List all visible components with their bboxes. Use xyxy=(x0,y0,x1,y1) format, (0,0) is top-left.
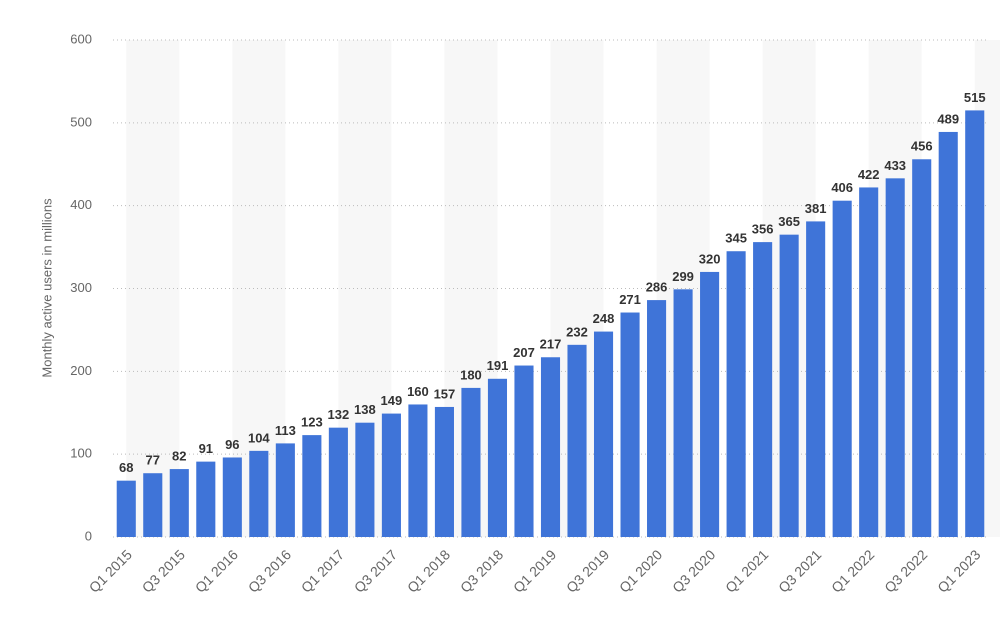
bar xyxy=(302,435,322,537)
bar xyxy=(514,365,534,537)
y-tick-label: 400 xyxy=(70,197,92,212)
x-tick-label: Q3 2020 xyxy=(669,546,718,595)
value-label: 286 xyxy=(646,280,668,295)
x-tick-label: Q1 2016 xyxy=(192,546,241,595)
bar xyxy=(355,422,375,537)
bar xyxy=(726,251,746,537)
bar xyxy=(381,413,401,537)
bar xyxy=(567,344,587,537)
value-label: 157 xyxy=(434,386,456,401)
y-tick-label: 100 xyxy=(70,446,92,461)
bar xyxy=(620,312,640,537)
y-tick-label: 200 xyxy=(70,363,92,378)
value-label: 132 xyxy=(328,407,350,422)
value-label: 456 xyxy=(911,139,933,154)
bar xyxy=(275,443,295,537)
bar xyxy=(647,300,667,537)
value-label: 345 xyxy=(725,231,747,246)
bar xyxy=(938,131,958,537)
bar xyxy=(885,178,905,537)
value-label: 248 xyxy=(593,311,615,326)
value-label: 356 xyxy=(752,222,774,237)
value-label: 489 xyxy=(937,111,959,126)
value-label: 180 xyxy=(460,367,482,382)
value-label: 217 xyxy=(540,337,562,352)
y-tick-label: 300 xyxy=(70,280,92,295)
value-label: 381 xyxy=(805,201,827,216)
x-tick-label: Q3 2016 xyxy=(245,546,294,595)
value-label: 149 xyxy=(381,393,403,408)
x-tick-label: Q1 2021 xyxy=(722,546,771,595)
bar xyxy=(143,473,163,537)
value-label: 515 xyxy=(964,90,986,105)
value-label: 96 xyxy=(225,437,239,452)
x-tick-label: Q3 2021 xyxy=(775,546,824,595)
value-label: 271 xyxy=(619,292,641,307)
background-stripe xyxy=(126,40,180,537)
bar xyxy=(673,289,693,537)
x-tick-label: Q3 2022 xyxy=(881,546,930,595)
x-tick-label: Q1 2015 xyxy=(86,546,135,595)
x-tick-label: Q1 2019 xyxy=(510,546,559,595)
bar xyxy=(540,357,561,537)
y-tick-label: 600 xyxy=(70,31,92,46)
bar xyxy=(700,271,720,537)
bar xyxy=(593,331,614,537)
bar xyxy=(859,187,879,537)
value-label: 91 xyxy=(199,441,213,456)
bar xyxy=(461,387,481,537)
bar xyxy=(222,457,242,537)
value-label: 191 xyxy=(487,358,509,373)
value-label: 299 xyxy=(672,269,694,284)
value-label: 320 xyxy=(699,251,721,266)
x-tick-label: Q3 2017 xyxy=(351,546,400,595)
bar xyxy=(434,406,454,537)
bar xyxy=(806,221,826,537)
y-tick-label: 500 xyxy=(70,114,92,129)
value-label: 82 xyxy=(172,449,186,464)
bar xyxy=(912,159,932,537)
bar xyxy=(116,480,136,537)
y-tick-label: 0 xyxy=(85,528,92,543)
bar xyxy=(328,427,348,537)
bar xyxy=(753,242,773,537)
bar xyxy=(832,200,852,538)
bar xyxy=(169,469,189,537)
x-tick-label: Q1 2017 xyxy=(298,546,347,595)
value-label: 422 xyxy=(858,167,880,182)
value-label: 207 xyxy=(513,345,535,360)
value-label: 113 xyxy=(275,423,296,438)
value-label: 232 xyxy=(566,324,588,339)
value-label: 406 xyxy=(831,180,853,195)
x-tick-label: Q3 2019 xyxy=(563,546,612,595)
value-label: 104 xyxy=(248,430,270,445)
x-tick-label: Q3 2015 xyxy=(139,546,188,595)
bar xyxy=(196,461,216,537)
value-label: 123 xyxy=(301,415,323,430)
bar xyxy=(408,404,428,537)
bar xyxy=(965,110,985,538)
value-label: 68 xyxy=(119,460,133,475)
x-tick-label: Q3 2018 xyxy=(457,546,506,595)
x-tick-label: Q1 2020 xyxy=(616,546,665,595)
x-tick-label: Q1 2018 xyxy=(404,546,453,595)
value-label: 365 xyxy=(778,214,800,229)
value-label: 433 xyxy=(884,158,906,173)
bar xyxy=(779,234,799,538)
x-tick-label: Q1 2022 xyxy=(828,546,877,595)
value-label: 138 xyxy=(354,402,376,417)
y-axis-label: Monthly active users in millions xyxy=(39,198,54,378)
bar xyxy=(249,450,269,537)
value-label: 160 xyxy=(407,384,429,399)
bar xyxy=(487,378,508,537)
value-label: 77 xyxy=(146,453,160,468)
x-tick-label: Q1 2023 xyxy=(934,546,983,595)
